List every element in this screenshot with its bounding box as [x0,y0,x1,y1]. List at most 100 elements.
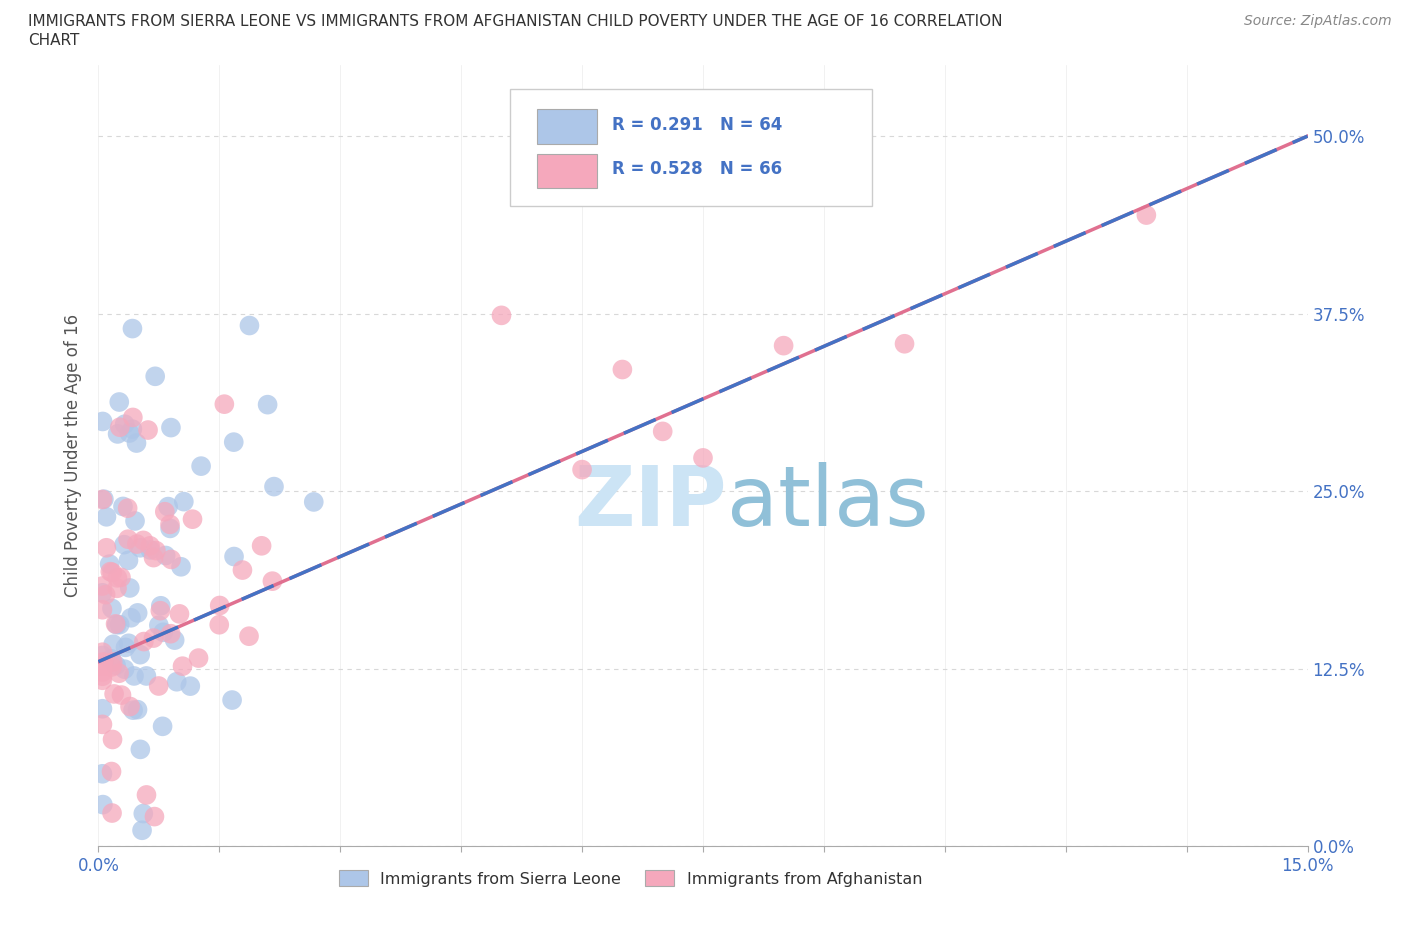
Text: ZIP: ZIP [575,462,727,543]
Point [91,585,114,600]
Point [91,717,114,732]
Point [157,499,180,514]
Point [159,521,181,536]
Point [108,618,131,632]
Point [143,809,166,824]
Point [111,499,134,514]
Point [231,563,253,578]
Point [170,559,193,574]
Point [135,788,157,803]
Point [112,538,135,552]
Point [208,598,231,613]
Point [110,570,132,585]
Point [105,570,128,585]
Point [91,669,114,684]
Point [110,687,132,702]
Point [149,604,172,618]
Point [169,606,191,621]
Point [139,538,162,553]
Point [93,492,115,507]
Point [263,479,285,494]
Point [153,504,176,519]
Point [104,617,127,631]
Point [118,580,141,595]
Point [93,655,115,670]
Point [132,634,155,649]
Point [262,574,284,589]
Point [98,557,121,572]
Point [148,618,170,632]
Point [101,565,124,579]
Point [172,658,194,673]
Text: Source: ZipAtlas.com: Source: ZipAtlas.com [1244,14,1392,28]
Point [96,510,118,525]
Y-axis label: Child Poverty Under the Age of 16: Child Poverty Under the Age of 16 [65,314,83,597]
Point [91,701,114,716]
Point [108,394,131,409]
Point [107,427,129,442]
Text: CHART: CHART [28,33,80,47]
Point [571,462,593,477]
Point [893,337,915,352]
Text: R = 0.291   N = 64: R = 0.291 N = 64 [613,115,783,134]
Point [149,598,172,613]
Point [129,647,152,662]
Text: R = 0.528   N = 66: R = 0.528 N = 66 [613,161,782,179]
Point [103,637,125,652]
Point [122,703,145,718]
Point [145,543,167,558]
Point [148,679,170,694]
Text: IMMIGRANTS FROM SIERRA LEONE VS IMMIGRANTS FROM AFGHANISTAN CHILD POVERTY UNDER : IMMIGRANTS FROM SIERRA LEONE VS IMMIGRAN… [28,14,1002,29]
Point [152,719,174,734]
Point [166,674,188,689]
FancyBboxPatch shape [537,109,596,143]
Point [208,618,231,632]
Point [491,308,513,323]
Point [302,495,325,510]
Point [125,435,148,450]
Point [159,626,181,641]
Point [114,662,136,677]
Point [103,686,125,701]
Point [98,565,121,579]
Point [100,764,122,779]
Legend: Immigrants from Sierra Leone, Immigrants from Afghanistan: Immigrants from Sierra Leone, Immigrants… [332,864,928,893]
FancyBboxPatch shape [537,153,596,188]
Point [91,797,114,812]
Point [101,732,124,747]
Point [105,581,128,596]
Point [91,578,114,593]
Point [100,651,122,666]
Point [91,665,114,680]
Point [772,339,794,353]
Point [222,434,245,449]
Point [214,397,236,412]
Point [91,644,114,659]
Point [221,693,243,708]
Point [101,805,124,820]
Point [651,424,673,439]
Point [256,397,278,412]
Point [118,699,141,714]
Point [117,532,139,547]
Point [159,517,181,532]
Point [181,512,204,526]
Point [108,666,131,681]
Point [117,552,139,567]
Point [129,540,152,555]
Point [1135,207,1157,222]
Point [238,318,260,333]
Point [91,648,114,663]
Point [132,806,155,821]
Point [187,651,209,666]
Point [124,513,146,528]
Point [105,658,128,672]
Point [127,702,149,717]
Point [91,492,114,507]
Point [160,420,183,435]
Point [163,632,186,647]
Point [132,533,155,548]
Point [160,552,183,567]
Point [91,603,114,618]
Point [125,537,148,551]
